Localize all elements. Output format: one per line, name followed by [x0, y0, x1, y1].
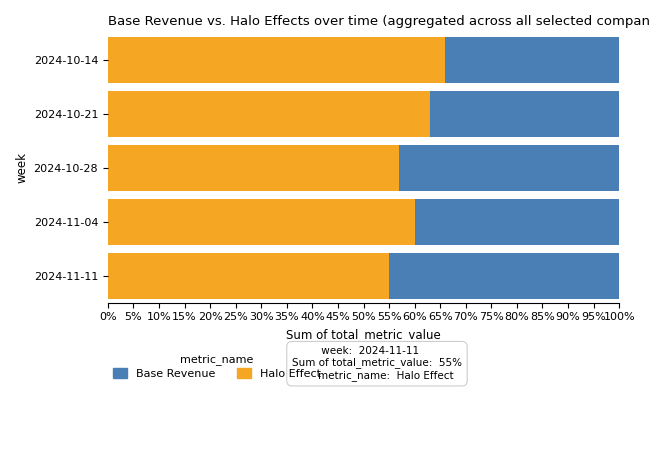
Bar [108, 37, 445, 83]
Bar [430, 91, 619, 137]
Bar [108, 253, 389, 299]
Bar [445, 37, 619, 83]
Bar [389, 253, 619, 299]
Bar [108, 91, 430, 137]
Legend: Base Revenue, Halo Effect: Base Revenue, Halo Effect [114, 354, 320, 379]
Text: Base Revenue vs. Halo Effects over time (aggregated across all selected companie: Base Revenue vs. Halo Effects over time … [108, 15, 650, 28]
Bar [415, 199, 619, 245]
Y-axis label: week: week [15, 153, 28, 183]
Bar [399, 145, 619, 191]
Bar [108, 145, 399, 191]
Bar [108, 199, 415, 245]
Text: week:  2024-11-11
Sum of total_metric_value:  55%
        metric_name:  Halo Eff: week: 2024-11-11 Sum of total_metric_val… [292, 346, 462, 381]
X-axis label: Sum of total_metric_value: Sum of total_metric_value [286, 328, 441, 341]
